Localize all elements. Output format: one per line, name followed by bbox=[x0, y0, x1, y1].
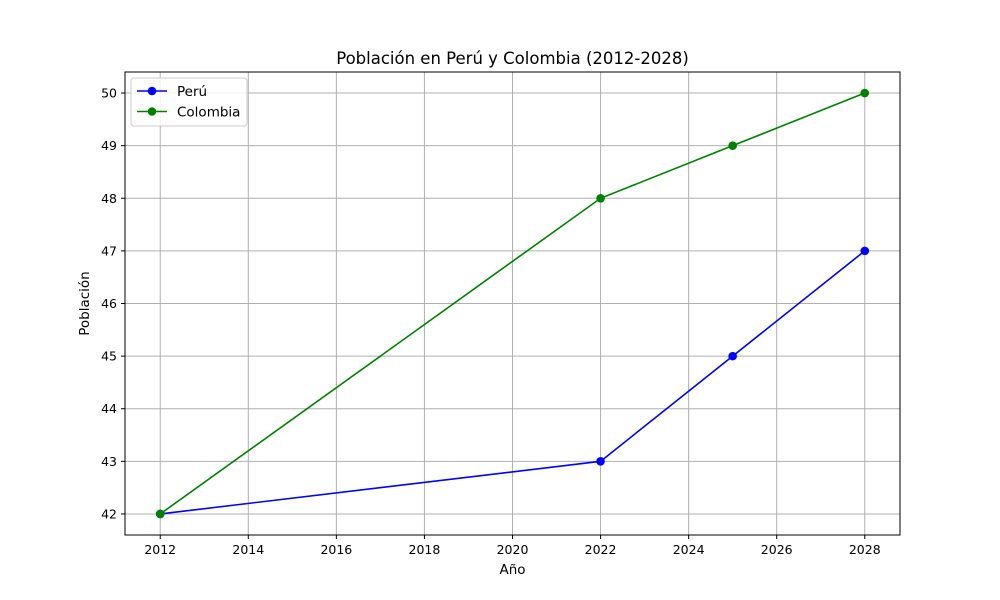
y-tick-label: 45 bbox=[101, 349, 117, 364]
data-point bbox=[155, 509, 165, 519]
x-tick-label: 2022 bbox=[585, 542, 617, 557]
legend-label: Colombia bbox=[177, 105, 240, 121]
y-tick-label: 48 bbox=[101, 191, 117, 206]
data-point bbox=[728, 351, 737, 361]
y-tick-label: 42 bbox=[101, 506, 117, 521]
legend-box bbox=[130, 77, 248, 127]
x-tick-label: 2024 bbox=[673, 542, 705, 557]
series-layer bbox=[155, 88, 870, 519]
y-tick-label: 44 bbox=[101, 401, 117, 416]
grid bbox=[125, 72, 900, 535]
data-point bbox=[596, 457, 605, 466]
data-point bbox=[860, 246, 870, 256]
x-tick-label: 2018 bbox=[409, 542, 441, 557]
legend-marker bbox=[147, 86, 157, 96]
series-line bbox=[160, 250, 866, 515]
series-2 bbox=[155, 88, 870, 519]
legend-label: Perú bbox=[177, 84, 207, 100]
legend: Perú Colombia bbox=[130, 77, 248, 127]
y-tick-label: 50 bbox=[101, 86, 117, 101]
legend-marker bbox=[147, 107, 157, 116]
y-tick-label: 47 bbox=[101, 243, 117, 258]
data-point bbox=[860, 88, 870, 98]
axis-ticks: 2012 2014 2016 2018 2020 2022 2024 2026 2028 42 43… bbox=[101, 86, 881, 557]
data-point bbox=[728, 141, 737, 150]
y-tick-label: 43 bbox=[101, 454, 117, 469]
data-point bbox=[596, 193, 605, 203]
x-tick-label: 2012 bbox=[144, 542, 176, 557]
x-tick-label: 2028 bbox=[849, 542, 881, 557]
y-axis-title: Población bbox=[77, 271, 93, 336]
series-line bbox=[159, 92, 866, 515]
y-tick-label: 49 bbox=[101, 138, 117, 153]
x-axis-title: Año bbox=[499, 562, 525, 578]
y-tick-label: 46 bbox=[101, 296, 117, 311]
legend-item: Colombia bbox=[137, 105, 240, 121]
x-tick-label: 2016 bbox=[320, 542, 352, 557]
x-tick-label: 2014 bbox=[232, 542, 264, 557]
x-tick-label: 2020 bbox=[497, 542, 529, 557]
legend-item: Perú bbox=[137, 84, 207, 100]
x-tick-label: 2026 bbox=[761, 542, 793, 557]
chart-title: Población en Perú y Colombia (2012-2028) bbox=[336, 49, 689, 68]
